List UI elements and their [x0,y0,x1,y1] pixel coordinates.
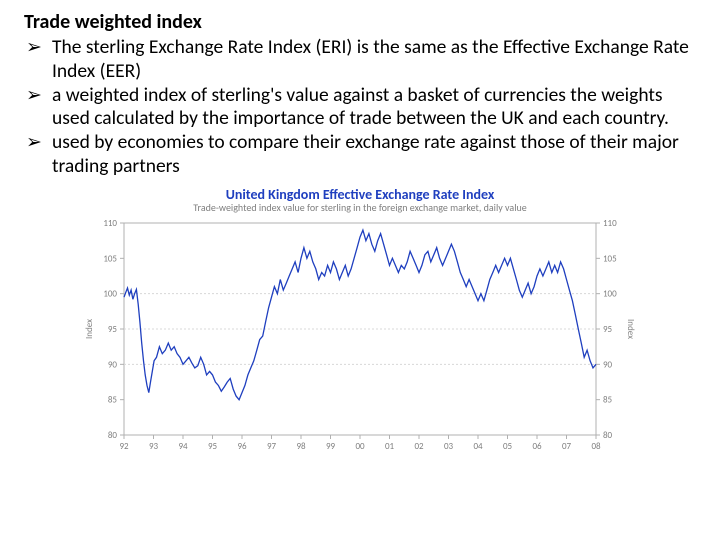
svg-text:105: 105 [603,253,617,264]
svg-text:99: 99 [326,441,336,452]
svg-text:96: 96 [237,441,247,452]
slide-title: Trade weighted index [24,10,696,34]
bullet-list: The sterling Exchange Rate Index (ERI) i… [24,36,696,179]
svg-text:80: 80 [108,430,118,441]
svg-text:90: 90 [108,359,118,370]
chart-subtitle: Trade-weighted index value for sterling … [80,202,640,213]
svg-text:85: 85 [603,395,613,406]
svg-text:110: 110 [603,218,617,229]
slide-content: Trade weighted index The sterling Exchan… [0,0,720,457]
svg-text:95: 95 [208,441,218,452]
chart-title: United Kingdom Effective Exchange Rate I… [80,187,640,202]
chart-svg: 80 80 85 85 90 90 95 95 100 100 105 105 110 110 92 93 94… [80,217,640,457]
svg-text:04: 04 [473,441,483,452]
svg-text:Index: Index [625,319,636,339]
svg-text:80: 80 [603,430,613,441]
svg-text:03: 03 [444,441,454,452]
bullet-item: The sterling Exchange Rate Index (ERI) i… [24,36,696,84]
svg-text:Index: Index [84,319,95,339]
svg-text:105: 105 [103,253,117,264]
svg-text:05: 05 [503,441,513,452]
svg-text:00: 00 [355,441,365,452]
svg-text:98: 98 [296,441,306,452]
bullet-item: a weighted index of sterling's value aga… [24,84,696,132]
svg-text:90: 90 [603,359,613,370]
svg-text:100: 100 [603,289,617,300]
svg-text:93: 93 [149,441,159,452]
bullet-item: used by economies to compare their excha… [24,131,696,179]
svg-text:92: 92 [119,441,129,452]
chart-container: United Kingdom Effective Exchange Rate I… [24,187,696,457]
svg-text:02: 02 [414,441,424,452]
svg-text:100: 100 [103,289,117,300]
svg-text:01: 01 [385,441,395,452]
line-chart: United Kingdom Effective Exchange Rate I… [80,187,640,457]
svg-text:95: 95 [603,324,613,335]
svg-text:06: 06 [532,441,542,452]
svg-text:08: 08 [591,441,601,452]
svg-text:85: 85 [108,395,118,406]
svg-text:95: 95 [108,324,118,335]
svg-text:110: 110 [103,218,117,229]
svg-text:97: 97 [267,441,277,452]
svg-text:94: 94 [178,441,188,452]
svg-text:07: 07 [562,441,572,452]
